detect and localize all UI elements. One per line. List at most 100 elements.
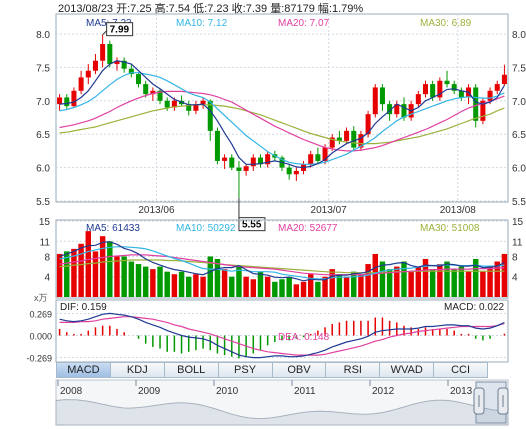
volume-tick-left: 15 <box>39 217 51 228</box>
volume-tick-right: 15 <box>512 217 524 228</box>
candle-body <box>494 84 500 91</box>
volume-bar <box>394 266 400 297</box>
indicator-tab-bar: MACD KDJ BOLL PSY OBV RSI WVAD CCI <box>56 362 488 378</box>
volume-bar <box>329 269 335 297</box>
volume-bar <box>372 253 378 297</box>
price-tick-left: 6.5 <box>36 130 50 141</box>
volume-ma20-line <box>59 254 505 276</box>
navigator-year-label: 2008 <box>60 386 83 397</box>
volume-y-axis: 15 15 11 11 8 8 4 4 <box>39 217 524 284</box>
candle-body <box>114 60 120 65</box>
candle-body <box>322 147 328 161</box>
price-ma5-line <box>59 60 505 169</box>
price-tick-left: 5.5 <box>36 197 50 208</box>
tab-obv[interactable]: OBV <box>272 362 327 378</box>
legend-volume-ma20: MA20: 52677 <box>278 223 338 234</box>
volume-bar <box>315 281 321 297</box>
candle-body <box>387 104 393 115</box>
legend-dif: DIF: 0.159 <box>60 302 107 313</box>
candle-body <box>351 130 357 148</box>
date-tick-label: 2013/06 <box>138 205 175 216</box>
volume-bar <box>444 261 450 297</box>
volume-tick-right: 4 <box>512 273 518 284</box>
candle-body <box>100 44 106 61</box>
volume-bar <box>250 279 257 297</box>
candle-body <box>265 154 271 165</box>
volume-tick-right: 11 <box>512 237 523 248</box>
candle-body <box>430 84 436 98</box>
volume-bar <box>164 271 170 297</box>
volume-bar <box>408 271 414 297</box>
legend-volume-ma5: MA5: 61433 <box>86 223 140 234</box>
price-grid <box>56 14 508 202</box>
candle-body <box>257 157 263 165</box>
tab-rsi[interactable]: RSI <box>326 362 381 378</box>
candle-body <box>422 84 429 95</box>
price-moving-averages <box>59 60 505 169</box>
navigator-year-label: 2009 <box>138 386 161 397</box>
dif-line <box>59 312 505 359</box>
tab-macd[interactable]: MACD <box>56 362 111 378</box>
candle-body <box>107 44 113 65</box>
legend-macd: MACD: 0.022 <box>444 302 504 313</box>
volume-bar <box>64 251 70 297</box>
price-ma20-line <box>59 90 505 152</box>
legend-price-ma20: MA20: 7.07 <box>278 18 330 29</box>
candle-body <box>394 104 400 115</box>
candle-body <box>487 90 493 101</box>
high-marker-line <box>102 30 107 36</box>
volume-bar <box>207 256 213 297</box>
volume-bar <box>142 266 149 297</box>
volume-bar <box>272 281 278 297</box>
volume-bar <box>264 276 271 297</box>
volume-bar <box>92 251 99 297</box>
navigator-year-label: 2013 <box>450 386 473 397</box>
volume-bar <box>286 276 292 297</box>
tab-wvad[interactable]: WVAD <box>380 362 435 378</box>
volume-bar <box>293 284 300 297</box>
candle-body <box>64 97 70 107</box>
candle-body <box>236 167 242 171</box>
candle-body <box>451 84 457 91</box>
tab-cci[interactable]: CCI <box>434 362 488 378</box>
candle-body <box>401 104 407 118</box>
volume-bar <box>78 243 84 297</box>
tab-kdj[interactable]: KDJ <box>110 362 165 378</box>
price-tick-left: 7.5 <box>36 63 50 74</box>
candle-body <box>222 157 228 161</box>
candle-body <box>193 104 199 111</box>
low-marker-label: 5.55 <box>242 220 262 231</box>
candle-body <box>121 60 127 69</box>
volume-bar <box>178 271 185 297</box>
volume-bar <box>157 266 163 297</box>
navigator-year-label: 2011 <box>294 386 316 397</box>
volume-moving-averages <box>59 241 505 282</box>
navigator-history-area <box>55 399 509 426</box>
price-tick-right: 8.0 <box>512 30 526 41</box>
candle-body <box>480 100 486 121</box>
volume-bar <box>186 276 192 297</box>
volume-bar <box>107 241 113 297</box>
price-tick-right: 6.5 <box>512 130 526 141</box>
candle-body <box>143 84 149 95</box>
volume-bar <box>437 264 443 297</box>
candle-body <box>229 157 235 168</box>
candle-body <box>164 100 170 108</box>
candle-body <box>379 87 385 105</box>
legend-price-ma30: MA30: 6.89 <box>420 18 472 29</box>
quote-summary: 2013/08/23 开:7.25 高:7.54 低:7.23 收:7.39 量… <box>58 3 364 15</box>
volume-tick-left: 8 <box>44 252 50 263</box>
candle-body <box>186 104 192 111</box>
price-tick-left: 8.0 <box>36 30 50 41</box>
volume-bar <box>236 266 242 297</box>
price-ma30-line <box>59 104 505 145</box>
candle-body <box>437 80 443 98</box>
candle-body <box>286 167 292 175</box>
tab-boll[interactable]: BOLL <box>164 362 219 378</box>
volume-bar <box>401 261 407 297</box>
tab-psy[interactable]: PSY <box>218 362 273 378</box>
volume-bar <box>415 266 422 297</box>
candle-body <box>415 94 421 105</box>
price-tick-right: 5.5 <box>512 197 526 208</box>
